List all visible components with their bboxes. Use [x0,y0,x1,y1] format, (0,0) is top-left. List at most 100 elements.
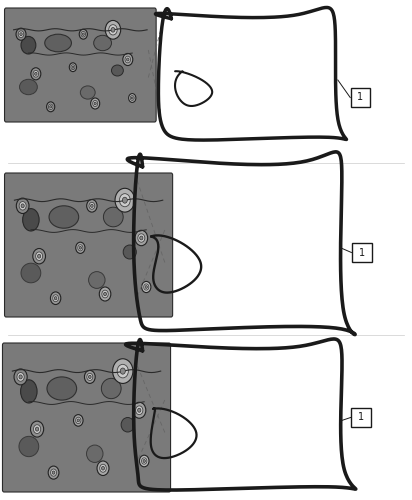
Circle shape [21,204,24,208]
Text: 1: 1 [358,92,363,102]
Circle shape [87,200,97,212]
Ellipse shape [49,206,79,228]
Circle shape [49,104,53,110]
Circle shape [136,406,143,414]
Circle shape [97,461,109,475]
Circle shape [138,408,141,412]
Ellipse shape [103,207,123,227]
Ellipse shape [87,445,103,462]
Circle shape [91,98,100,109]
Ellipse shape [123,245,136,259]
Circle shape [140,236,143,240]
Circle shape [30,421,44,437]
Circle shape [122,197,127,203]
Circle shape [16,28,26,40]
Circle shape [138,234,145,242]
Circle shape [33,424,41,434]
Circle shape [79,246,82,249]
Circle shape [94,102,96,105]
Ellipse shape [19,436,39,456]
Ellipse shape [89,272,105,288]
Circle shape [37,254,41,258]
Circle shape [69,63,77,72]
Circle shape [142,458,147,464]
Circle shape [50,106,52,108]
Circle shape [33,248,45,264]
Circle shape [125,56,131,63]
Ellipse shape [121,418,134,432]
Ellipse shape [80,86,95,99]
Ellipse shape [112,65,123,76]
Circle shape [47,102,55,112]
Circle shape [76,242,85,254]
Circle shape [35,427,39,431]
Circle shape [112,359,133,384]
Ellipse shape [23,208,39,231]
Circle shape [16,198,29,214]
Circle shape [78,244,83,251]
Circle shape [89,202,95,209]
Circle shape [18,31,24,38]
Ellipse shape [21,263,41,283]
Circle shape [82,33,84,35]
Circle shape [101,466,105,470]
Circle shape [100,464,106,472]
Circle shape [33,70,39,77]
Circle shape [115,188,135,212]
Circle shape [79,29,87,39]
Ellipse shape [101,378,121,398]
Circle shape [126,58,129,61]
Circle shape [35,72,37,76]
Circle shape [143,460,145,462]
Text: 1: 1 [359,248,365,258]
Circle shape [103,292,106,296]
Circle shape [145,286,147,288]
Circle shape [123,54,133,66]
Circle shape [105,20,121,39]
Circle shape [53,294,59,302]
Circle shape [131,97,133,99]
Ellipse shape [45,34,71,52]
FancyBboxPatch shape [5,173,173,317]
Circle shape [87,374,93,380]
Circle shape [36,252,42,260]
Circle shape [76,417,81,424]
Circle shape [20,32,22,35]
Circle shape [77,419,80,422]
Ellipse shape [47,377,77,400]
Circle shape [52,471,55,474]
Circle shape [81,32,86,37]
Circle shape [48,466,59,479]
Circle shape [120,368,125,374]
Circle shape [133,402,146,418]
Circle shape [93,100,98,106]
FancyBboxPatch shape [2,343,171,492]
Circle shape [129,94,136,102]
Circle shape [91,204,93,208]
Circle shape [144,284,149,290]
Circle shape [99,287,111,301]
Ellipse shape [19,80,37,94]
Circle shape [89,376,91,378]
Circle shape [14,369,27,385]
Circle shape [130,96,134,100]
Circle shape [109,24,117,35]
Circle shape [142,282,151,292]
Bar [351,88,370,107]
Bar [352,243,372,262]
FancyBboxPatch shape [5,8,156,122]
Circle shape [19,202,26,210]
Ellipse shape [21,380,37,403]
Circle shape [102,290,108,298]
Circle shape [84,370,95,384]
Circle shape [50,292,61,304]
Circle shape [135,230,147,246]
Circle shape [19,375,22,379]
Ellipse shape [94,36,112,51]
Circle shape [73,414,83,426]
Circle shape [117,364,129,378]
Circle shape [51,469,56,476]
Circle shape [17,372,24,382]
Circle shape [72,66,74,68]
Text: 1: 1 [358,412,364,422]
